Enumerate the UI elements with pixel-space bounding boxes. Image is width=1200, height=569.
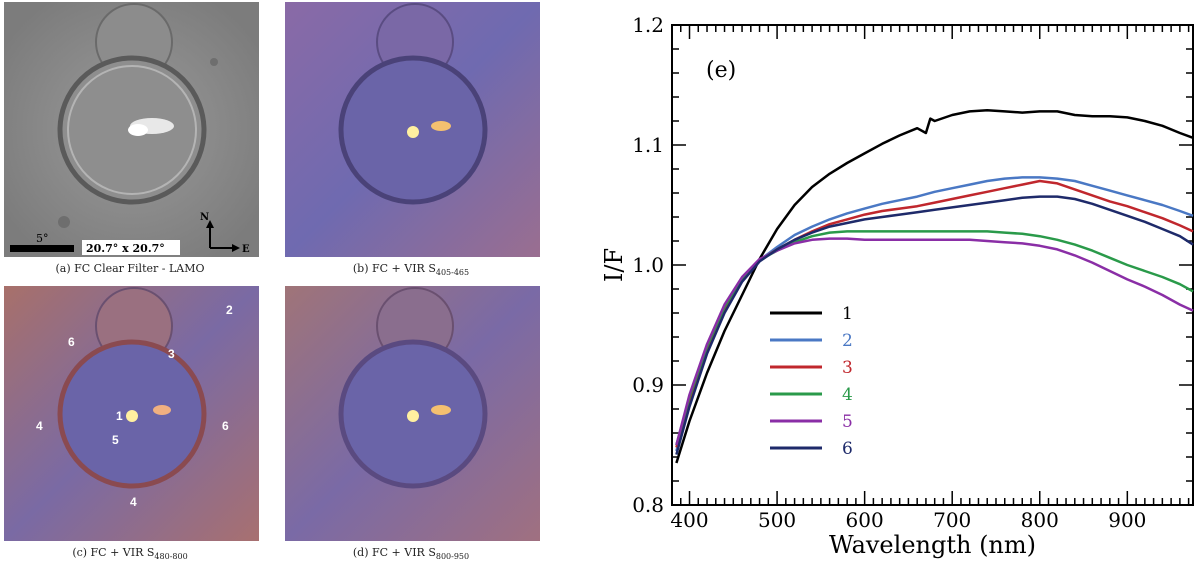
marker-1: 1 [116,409,123,423]
x-tick-label: 800 [1021,508,1059,532]
compass-north: N [200,212,209,223]
series-line-2 [675,176,1194,452]
caption-d: (d) FC + VIR S800-950 [281,546,541,561]
x-tick-label: 400 [670,508,708,532]
plot-frame [671,24,1194,506]
marker-4-bottom: 4 [130,495,137,509]
panel-b-image [285,2,540,257]
legend-label-6: 6 [842,439,853,459]
caption-c-sub: 480-800 [154,552,188,562]
compass-east: E [242,244,250,255]
y-axis-label: I/F [600,248,628,282]
panel-a-image: 5° 20.7° x 20.7° N E [4,2,259,257]
series-line-3 [675,179,1194,448]
marker-6-left: 6 [68,335,75,349]
series-line-1 [675,108,1194,464]
marker-5: 5 [112,433,119,447]
caption-b-main: (b) FC + VIR S [352,262,436,275]
caption-c: (c) FC + VIR S480-800 [0,546,260,561]
marker-2: 2 [226,303,233,317]
y-tick-label: 1.0 [632,253,664,277]
y-tick-label: 0.9 [632,373,664,397]
marker-4-left: 4 [36,419,43,433]
panel-label: (e) [706,58,736,83]
caption-b-sub: 405-465 [435,268,470,278]
legend-label-4: 4 [842,385,853,405]
marker-6-right: 6 [222,419,229,433]
caption-a: (a) FC Clear Filter - LAMO [55,262,205,275]
scale-bar [10,245,74,252]
y-tick-label: 0.8 [632,493,664,517]
panel-c-image: 2 6 3 4 1 6 5 4 [4,286,259,541]
caption-c-main: (c) FC + VIR S [72,546,155,559]
scale-label: 5° [36,232,49,245]
x-axis-label: Wavelength (nm) [829,531,1036,559]
compass-icon: N E [200,212,250,255]
caption-d-sub: 800-950 [435,552,470,562]
y-tick-label: 1.1 [632,133,664,157]
y-tick-label: 1.2 [632,13,664,37]
spectra-chart-svg: 400 500 600 700 800 900 0.8 0.9 1.0 1.1 1.2 Wavelen… [600,13,1194,559]
panel-d-image [285,286,540,541]
marker-3: 3 [168,347,175,361]
size-label: 20.7° x 20.7° [86,242,165,255]
x-tick-label: 600 [846,508,884,532]
caption-b: (b) FC + VIR S405-465 [281,262,541,277]
series-line-6 [675,195,1194,455]
series-line-5 [675,237,1194,446]
legend-label-5: 5 [842,412,853,432]
legend-label-2: 2 [842,331,853,351]
x-tick-label: 900 [1108,508,1146,532]
legend-label-3: 3 [842,358,853,378]
x-tick-label: 700 [933,508,971,532]
spectra-chart: 400 500 600 700 800 900 0.8 0.9 1.0 1.1 1.2 Wavelen… [600,0,1200,565]
legend-label-1: 1 [842,304,853,324]
caption-d-main: (d) FC + VIR S [352,546,436,559]
x-tick-label: 500 [758,508,796,532]
